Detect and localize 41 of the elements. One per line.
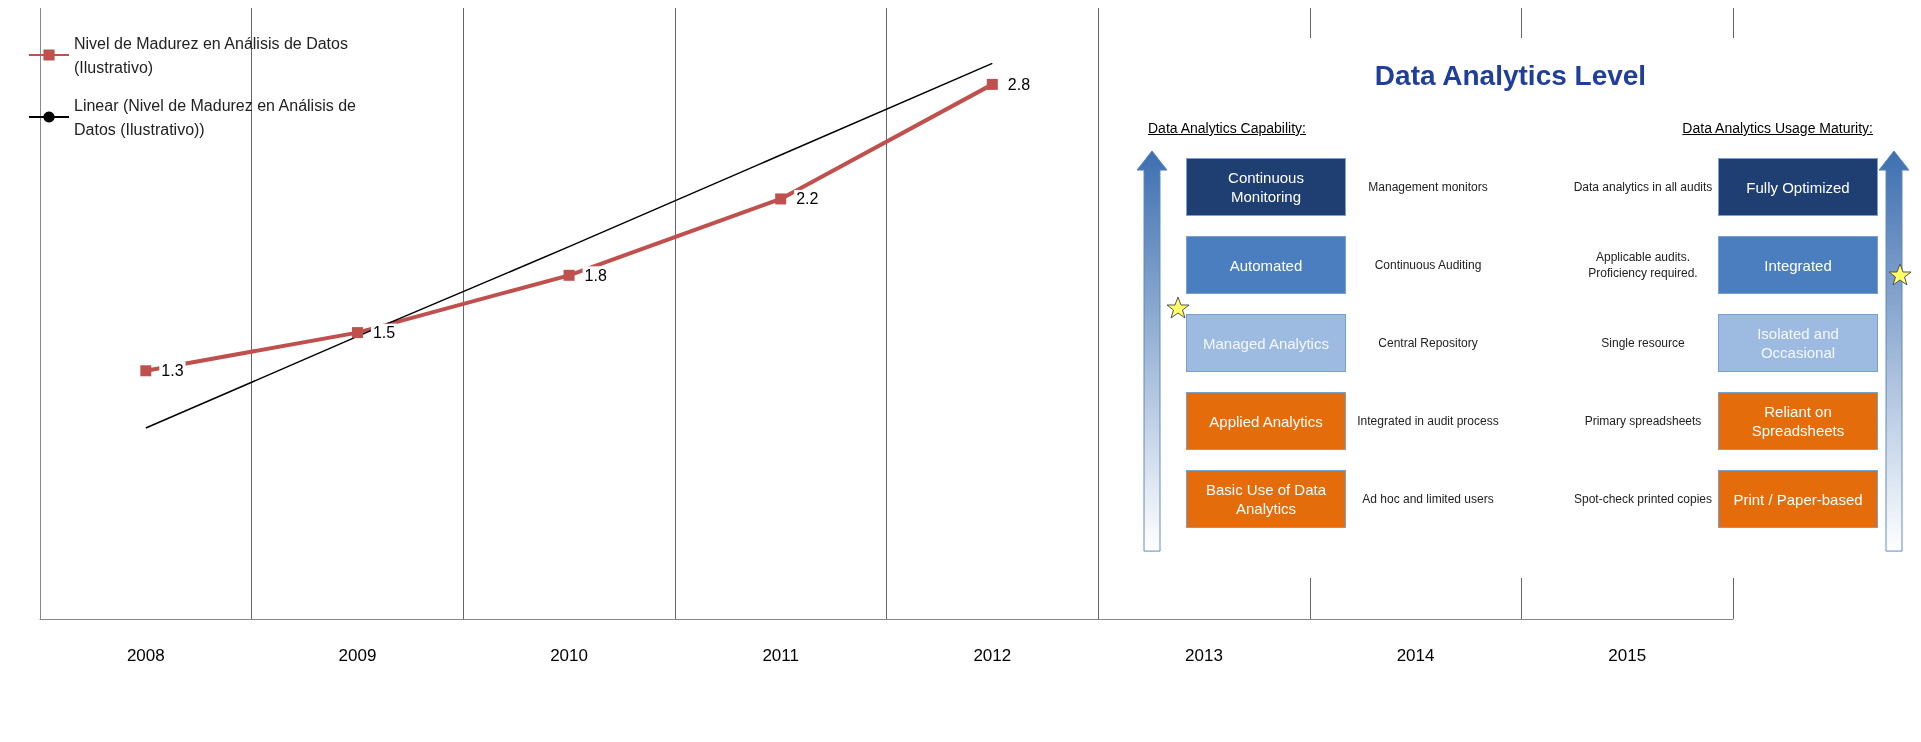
x-tick-label: 2009 xyxy=(338,646,377,665)
text: Integrated xyxy=(1718,236,1878,294)
x-tick-label: 2008 xyxy=(126,646,165,665)
x-tick-label: 2012 xyxy=(973,646,1012,665)
annotation: Applied Analytics xyxy=(1186,392,1346,450)
annotation: Continuous Monitoring xyxy=(1186,158,1346,216)
annotation: Applicable audits. Proficiency required. xyxy=(1587,249,1699,282)
data-label: 1.5 xyxy=(372,324,396,342)
point xyxy=(140,365,152,377)
annotation: Data Analytics Usage Maturity: xyxy=(1682,120,1873,136)
data-label: 1.3 xyxy=(161,362,184,380)
annotation: Ad hoc and limited users xyxy=(1361,491,1495,508)
annotation: Spot-check printed copies xyxy=(1572,491,1714,508)
point xyxy=(563,269,575,281)
x-tick-label: 2013 xyxy=(1185,646,1223,665)
text: Print / Paper-based xyxy=(1718,470,1878,528)
text: Isolated and Occasional xyxy=(1718,314,1878,372)
annotation: Management monitors xyxy=(1367,179,1489,196)
point xyxy=(351,327,363,339)
annotation: Automated xyxy=(1186,236,1346,294)
point xyxy=(775,193,787,205)
text: Data Analytics Level xyxy=(1373,60,1648,92)
x-tick-label: 2010 xyxy=(550,646,588,665)
data-label: 1.8 xyxy=(584,266,607,284)
annotation: Integrated in audit process xyxy=(1356,413,1500,430)
data-label: 2.8 xyxy=(1007,75,1031,93)
annotation: Single resource xyxy=(1600,335,1686,352)
point xyxy=(986,78,998,90)
annotation: Managed Analytics xyxy=(1186,314,1346,372)
annotation: Data Analytics Capability: xyxy=(1148,120,1306,136)
annotation: Continuous Auditing xyxy=(1373,257,1483,274)
annotation: Primary spreadsheets xyxy=(1583,413,1703,430)
x-tick-label: 2015 xyxy=(1608,646,1647,665)
annotation: Basic Use of Data Analytics xyxy=(1186,470,1346,528)
annotation: Data analytics in all audits xyxy=(1572,179,1714,196)
data-label: 2.2 xyxy=(796,190,819,208)
x-tick-label: 2011 xyxy=(762,646,799,665)
text: Reliant on Spreadsheets xyxy=(1718,392,1878,450)
x-tick-label: 2014 xyxy=(1396,646,1435,665)
text: Fully Optimized xyxy=(1718,158,1878,216)
annotation: Central Repository xyxy=(1377,335,1479,352)
